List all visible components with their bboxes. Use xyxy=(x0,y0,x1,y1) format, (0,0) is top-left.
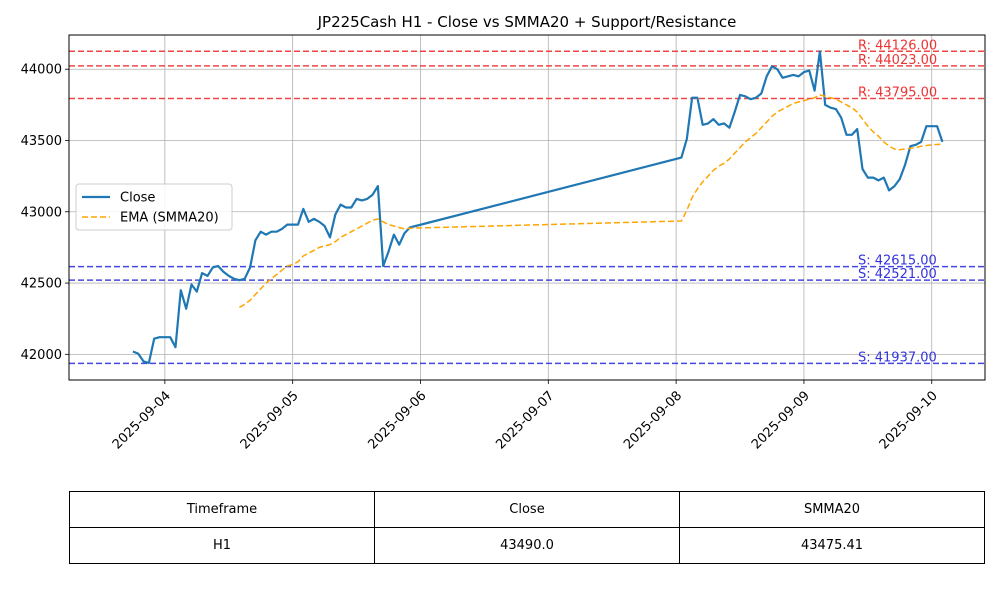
summary-table-header-row: Timeframe Close SMMA20 xyxy=(69,491,985,528)
cell-close: 43490.0 xyxy=(374,527,680,564)
x-tick-label: 2025-09-08 xyxy=(621,388,685,452)
x-tick-label: 2025-09-06 xyxy=(365,388,429,452)
close-series-line xyxy=(132,50,944,364)
cell-smma20: 43475.41 xyxy=(679,527,985,564)
y-tick-label: 43500 xyxy=(21,134,62,149)
x-axis-ticks: 2025-09-04 2025-09-05 2025-09-06 2025-09-07… xyxy=(110,380,941,452)
y-tick-label: 43000 xyxy=(21,205,62,220)
x-tick-label: 2025-09-04 xyxy=(110,388,174,452)
header-close: Close xyxy=(374,491,680,528)
y-tick-label: 42500 xyxy=(21,277,62,292)
legend-label: Close xyxy=(120,191,155,206)
summary-table: Timeframe Close SMMA20 H1 43490.0 43475.… xyxy=(69,491,985,564)
y-tick-label: 42000 xyxy=(21,348,62,363)
resistance-level-label: R: 44023.00 xyxy=(858,53,937,68)
x-tick-label: 2025-09-10 xyxy=(877,388,941,452)
x-tick-label: 2025-09-05 xyxy=(238,388,302,452)
x-tick-label: 2025-09-07 xyxy=(493,388,557,452)
series-lines xyxy=(132,50,944,364)
plot-frame xyxy=(68,34,986,381)
summary-table-container: Timeframe Close SMMA20 H1 43490.0 43475.… xyxy=(69,491,985,564)
chart-title: JP225Cash H1 - Close vs SMMA20 + Support… xyxy=(317,13,737,31)
grid xyxy=(69,35,985,380)
smma20-series-line xyxy=(239,94,943,308)
legend-box xyxy=(75,183,233,231)
header-smma20: SMMA20 xyxy=(679,491,985,528)
resistance-level-label: R: 43795.00 xyxy=(858,85,937,100)
header-timeframe: Timeframe xyxy=(69,491,375,528)
y-tick-label: 44000 xyxy=(21,63,62,78)
resistance-level-label: R: 44126.00 xyxy=(858,38,937,53)
support-resistance-levels: R: 44126.00R: 44023.00 R: 43795.00 S: 4261… xyxy=(69,38,985,365)
legend-label: EMA (SMMA20) xyxy=(120,211,219,226)
support-level-label: S: 42615.00 xyxy=(858,254,937,269)
support-level-label: S: 41937.00 xyxy=(858,350,937,365)
legend: Close EMA (SMMA20) xyxy=(75,183,233,231)
support-level-label: S: 42521.00 xyxy=(858,267,937,282)
summary-table-row: H1 43490.0 43475.41 xyxy=(69,527,985,564)
cell-timeframe: H1 xyxy=(69,527,375,564)
x-tick-label: 2025-09-09 xyxy=(749,388,813,452)
price-chart: JP225Cash H1 - Close vs SMMA20 + Support… xyxy=(21,13,986,452)
y-axis-ticks: 42000 42500 43000 43500 44000 xyxy=(21,63,69,363)
